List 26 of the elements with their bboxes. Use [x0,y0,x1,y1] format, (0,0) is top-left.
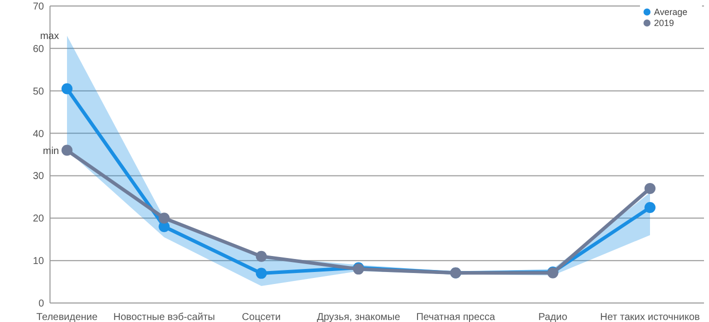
point [644,202,656,214]
legend-label: Average [654,7,688,18]
y-tick-label: 10 [32,256,44,268]
legend-label: 2019 [654,18,674,28]
y-tick-label: 0 [38,298,44,310]
y-tick-label: 60 [32,44,44,55]
point [644,182,656,194]
annotation: max [40,31,59,42]
point [256,250,267,262]
y-tick-label: 20 [32,214,44,225]
x-tick-label: Нет таких источников [600,312,700,322]
point [256,268,267,279]
y-tick-label: 40 [32,128,44,140]
x-tick-label: Соцсети [242,312,281,322]
y-tick-label: 30 [32,171,44,182]
point [158,212,170,224]
point [62,83,72,94]
point [62,144,72,156]
x-tick-label: Друзья, знакомые [316,312,401,322]
y-tick-label: 50 [32,86,44,98]
x-tick-label: Печатная пресса [416,312,496,322]
x-tick-label: Телевидение [36,312,98,322]
annotation: min [42,146,59,157]
x-tick-label: Радио [538,312,568,322]
x-tick-label: Новостные вэб-сайты [113,312,215,322]
y-tick-label: 70 [32,2,44,12]
